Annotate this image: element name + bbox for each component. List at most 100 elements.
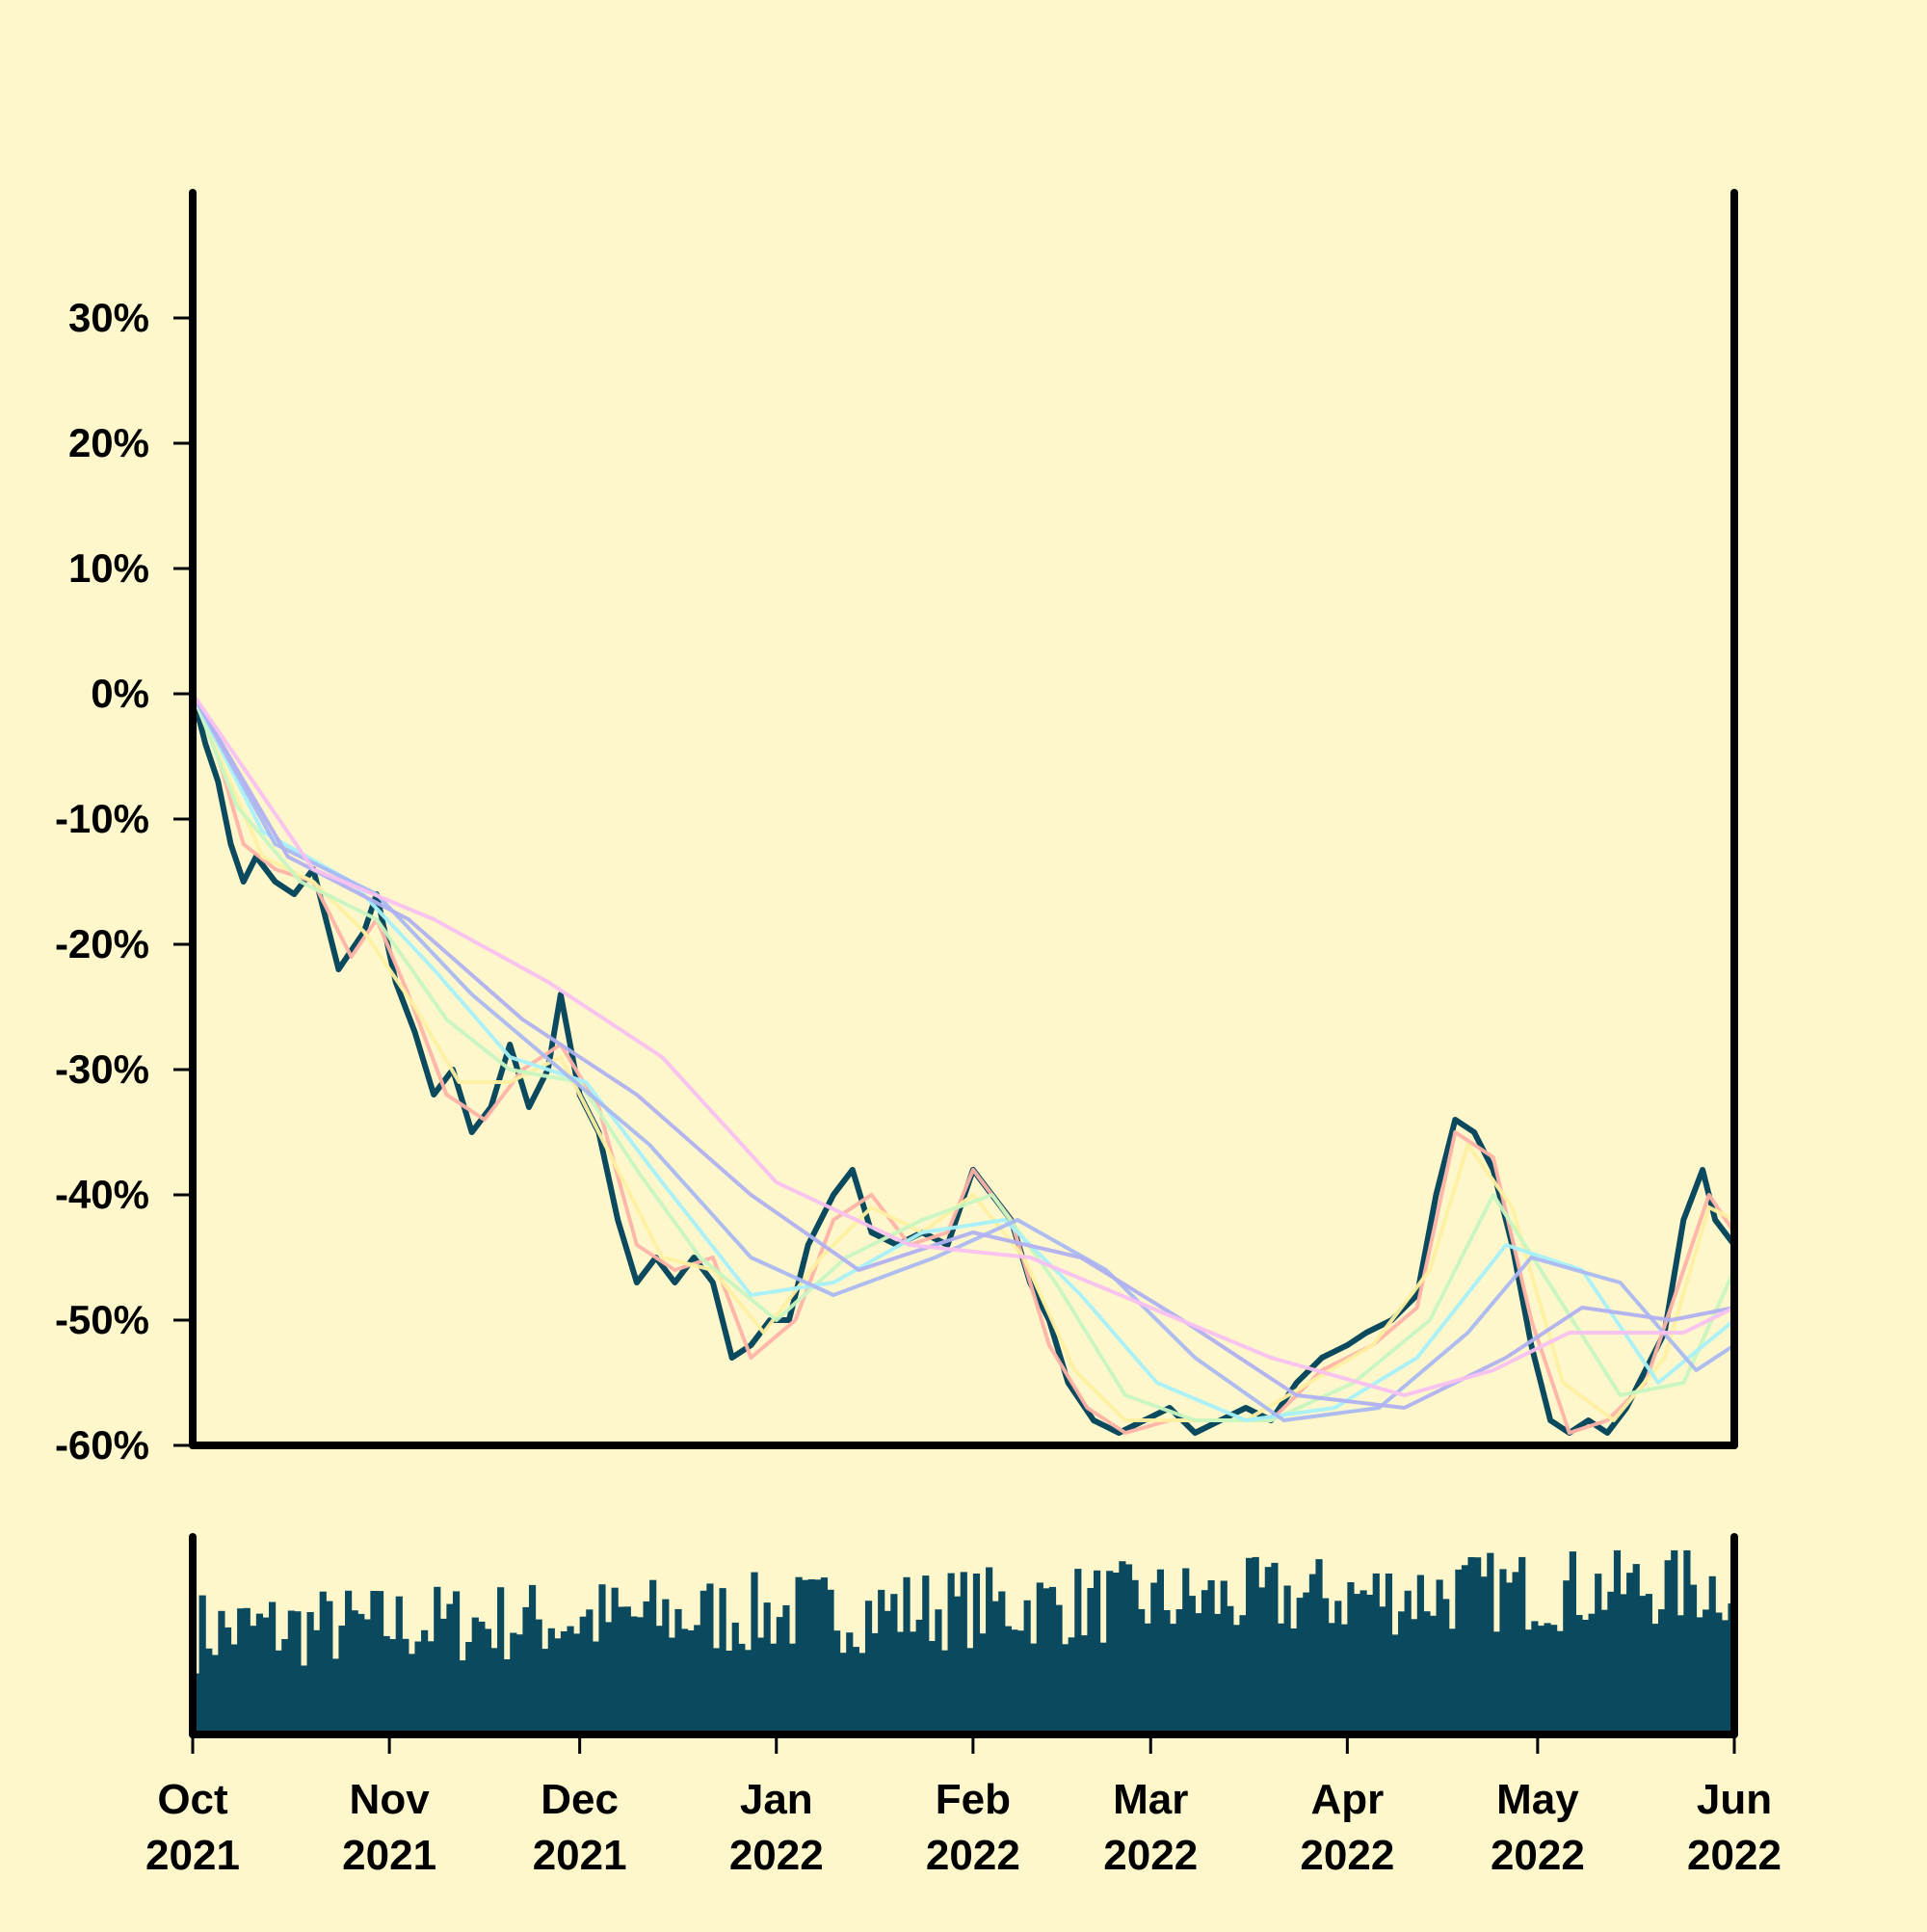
volume-bar [998,1591,1006,1734]
volume-bar [1214,1613,1222,1734]
volume-bar [814,1579,822,1734]
volume-bar [269,1601,277,1734]
volume-bar [1391,1634,1399,1734]
volume-bar [1544,1623,1551,1734]
x-tick-year: 2021 [342,1832,436,1879]
volume-bar [1296,1598,1304,1734]
volume-bar [1016,1630,1025,1734]
volume-bar [744,1650,752,1734]
volume-bar [510,1632,517,1734]
volume-bar [960,1572,967,1734]
volume-bar [1689,1584,1698,1734]
volume-bar [281,1639,289,1734]
y-tick-label: 20% [68,420,149,465]
volume-bar [776,1617,783,1734]
volume-bar [554,1638,562,1734]
volume-bar [979,1633,987,1734]
volume-bar [414,1641,422,1734]
volume-bar [1639,1596,1647,1734]
volume-bar [319,1591,327,1734]
y-tick-label: 10% [68,545,149,591]
volume-bar [1099,1642,1107,1734]
volume-bar [515,1634,523,1734]
volume-bar [833,1630,841,1734]
volume-bar [1575,1615,1583,1734]
y-tick-label: -10% [55,796,149,841]
volume-bar [1398,1611,1406,1734]
volume-bar [522,1606,530,1734]
volume-bar [497,1587,505,1734]
volume-bar [306,1612,314,1734]
volume-bar [1651,1624,1659,1734]
volume-bar [636,1617,645,1734]
volume-bar [884,1610,891,1734]
volume-bar [250,1626,257,1734]
y-tick-label: -30% [55,1046,149,1092]
volume-bar [1620,1594,1627,1734]
volume-bar [1467,1557,1475,1734]
volume-bar [1423,1611,1431,1734]
x-tick-year: 2022 [926,1832,1020,1879]
volume-bar [363,1619,371,1734]
volume-bar [1492,1631,1500,1734]
volume-bar [287,1610,295,1734]
volume-bar [662,1599,670,1734]
volume-bar [1550,1625,1558,1734]
y-tick-label: -20% [55,921,149,966]
volume-bar [205,1648,213,1734]
volume-bar [1537,1626,1545,1734]
volume-bar [770,1643,778,1734]
x-tick-month: Feb [936,1776,1011,1823]
x-tick-year: 2021 [145,1832,240,1879]
volume-bar [1308,1574,1317,1734]
volume-bar [1416,1575,1424,1734]
volume-bar [255,1613,264,1734]
volume-bar [434,1586,441,1734]
x-tick-year: 2022 [1300,1832,1394,1879]
volume-bar [1626,1573,1634,1734]
volume-bar [1588,1613,1596,1734]
volume-bar [357,1613,365,1734]
volume-bar [802,1579,809,1734]
volume-bar [1347,1582,1355,1734]
volume-bar [731,1622,739,1734]
volume-bar [706,1583,714,1734]
volume-bar [694,1625,701,1734]
volume-bar [1055,1604,1063,1734]
volume-bar [1708,1575,1716,1734]
volume-bar [567,1626,574,1734]
volume-bar [700,1590,707,1734]
volume-bar [1359,1590,1367,1734]
volume-bar [383,1635,390,1734]
volume-bar [1277,1623,1285,1734]
volume-bar [852,1647,859,1734]
volume-bar [1131,1579,1139,1734]
volume-bar [782,1604,790,1734]
volume-bar [1283,1585,1291,1734]
volume-bar [230,1644,238,1734]
volume-bar [643,1601,650,1734]
moving-average-line-5 [191,693,1736,1422]
volume-bar [1303,1592,1310,1734]
x-tick-month: Dec [541,1776,619,1823]
volume-bar [940,1650,949,1734]
volume-bar [1048,1586,1057,1734]
y-tick-label: 0% [91,671,149,716]
x-tick-month: Mar [1113,1776,1188,1823]
volume-bar [1023,1600,1031,1734]
x-tick-year: 2022 [729,1832,824,1879]
volume-bar [547,1628,555,1734]
volume-bar [1664,1560,1672,1734]
volume-bar [1448,1628,1456,1734]
volume-bar [370,1591,378,1734]
volume-bar [991,1601,999,1734]
volume-bar [1518,1556,1526,1734]
volume-bar [262,1617,270,1734]
volume-bar [604,1622,613,1734]
x-tick-month: Jun [1697,1776,1772,1823]
volume-bar [211,1654,219,1734]
volume-bar [630,1616,638,1734]
moving-average-line-3 [191,693,1736,1422]
volume-bar [966,1648,974,1734]
